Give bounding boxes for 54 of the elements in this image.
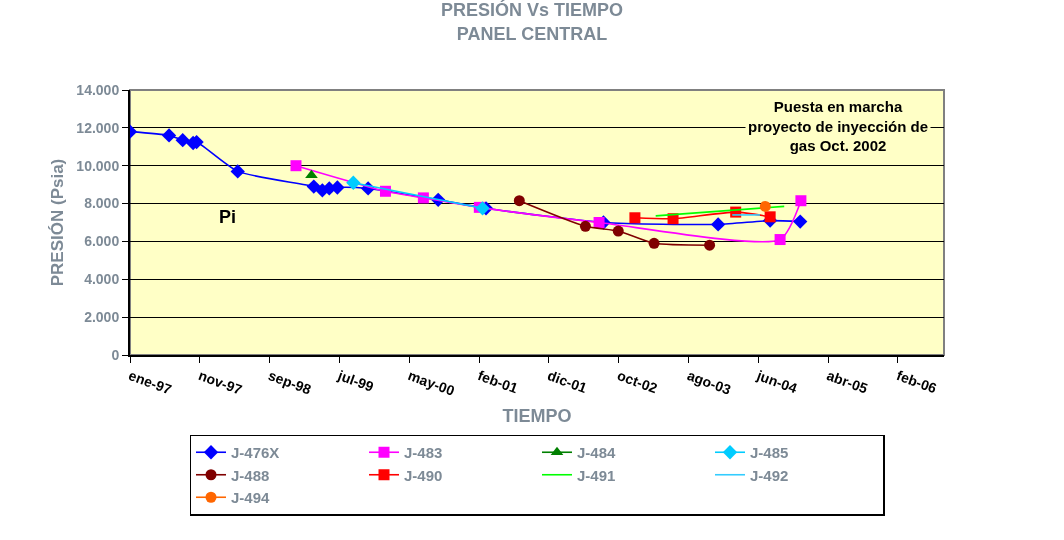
point [593, 217, 605, 228]
chart-title: PRESIÓN Vs TIEMPO PANEL CENTRAL [440, 0, 624, 44]
point [161, 128, 177, 143]
y-tick-label: 14.000 [76, 81, 120, 98]
point [764, 211, 776, 223]
point [793, 214, 808, 229]
point [579, 220, 591, 232]
point [330, 180, 345, 195]
legend-label: J-494 [231, 489, 271, 507]
point [759, 200, 771, 212]
point [475, 201, 490, 216]
y-tick-label: 0 [111, 346, 120, 363]
y-tick-label: 6.000 [84, 233, 120, 250]
point [513, 195, 525, 207]
x-tick-label: may-00 [405, 367, 457, 399]
point [795, 195, 807, 207]
legend-label: J-488 [231, 466, 270, 484]
x-tick-label: oct-02 [615, 367, 660, 397]
point [230, 164, 245, 179]
x-tick-label: jul-99 [335, 366, 377, 395]
point [290, 160, 302, 172]
legend-label: J-492 [750, 466, 789, 484]
x-tick-label: nov-97 [196, 367, 245, 398]
point [175, 133, 190, 148]
y-tick-label: 4.000 [84, 271, 120, 288]
x-tick-label: sep-98 [266, 367, 314, 398]
legend-label: J-491 [577, 466, 616, 484]
point [710, 217, 726, 232]
point [704, 239, 716, 251]
legend-label: J-485 [750, 444, 789, 462]
x-tick-label: jun-04 [754, 366, 800, 397]
point [648, 237, 660, 249]
x-axis-title: TIEMPO [502, 406, 572, 427]
point [629, 212, 641, 224]
y-tick-label: 8.000 [84, 195, 120, 212]
x-tick-label: ago-03 [685, 367, 734, 398]
point [346, 175, 361, 190]
legend-label: J-476X [231, 444, 280, 462]
point [612, 225, 624, 237]
y-tick-label: 2.000 [84, 309, 120, 326]
y-axis-title: PRESIÓN (Psia) [48, 158, 68, 287]
x-tick-label: feb-06 [894, 367, 939, 397]
annotation: Pi [219, 207, 237, 227]
legend-label: J-490 [404, 466, 443, 484]
x-tick-label: feb-01 [475, 367, 521, 397]
y-tick-label: 12.000 [76, 119, 120, 136]
y-tick-label: 10.000 [76, 157, 120, 174]
x-tick-label: dic-01 [545, 367, 590, 397]
annotation: Puesta en marcha proyecto de inyección de gas Oct. 2002 [748, 98, 929, 154]
legend-label: J-483 [404, 444, 443, 462]
point [774, 234, 786, 246]
legend-label: J-484 [577, 444, 617, 462]
x-tick-label: ene-97 [126, 367, 174, 398]
x-tick-label: abr-05 [824, 367, 870, 397]
